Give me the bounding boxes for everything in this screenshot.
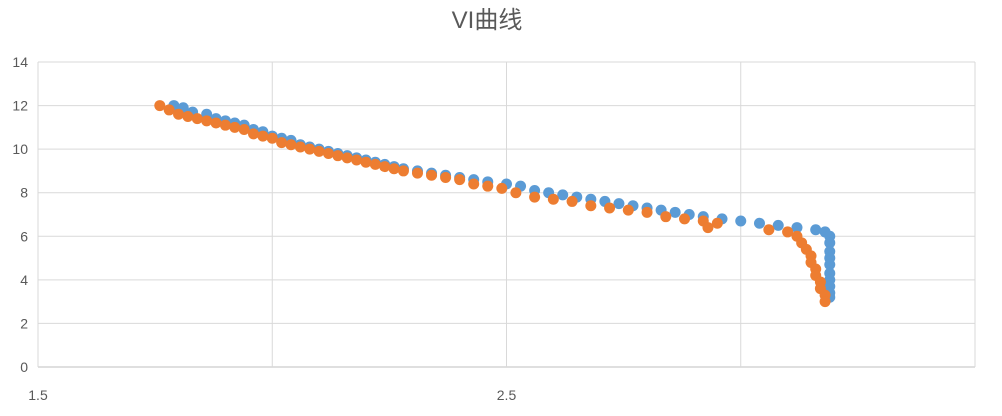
data-point (397, 165, 409, 177)
data-point (351, 154, 363, 166)
data-point (679, 213, 691, 225)
data-point (304, 143, 316, 155)
data-point (332, 150, 344, 162)
data-point (547, 193, 559, 205)
data-point (454, 174, 466, 186)
data-point (669, 206, 681, 218)
data-point (426, 169, 438, 181)
data-point (360, 156, 372, 168)
data-point (557, 189, 569, 201)
data-point (248, 128, 260, 140)
data-point (702, 222, 714, 234)
data-point (735, 215, 747, 227)
data-point (341, 152, 353, 164)
data-point (440, 171, 452, 183)
data-point (566, 195, 578, 207)
data-point (411, 167, 423, 179)
data-point (641, 206, 653, 218)
data-point (210, 117, 222, 129)
data-point (510, 187, 522, 199)
data-point (711, 217, 723, 229)
data-point (819, 296, 831, 308)
y-tick-label: 2 (20, 315, 28, 331)
data-point (257, 130, 269, 142)
grid-lines (37, 61, 976, 368)
data-point (529, 191, 541, 203)
data-point (294, 141, 306, 153)
data-series (154, 100, 836, 308)
data-point (182, 110, 194, 122)
data-point (660, 211, 672, 223)
data-point (285, 139, 297, 151)
data-point (622, 204, 634, 216)
data-point (163, 104, 175, 116)
series-1 (168, 100, 836, 303)
data-point (468, 178, 480, 190)
y-tick-label: 0 (20, 359, 28, 375)
data-point (191, 113, 203, 125)
data-point (173, 108, 185, 120)
data-point (322, 148, 334, 159)
y-tick-label: 6 (20, 228, 28, 244)
data-point (613, 198, 625, 210)
y-tick-label: 8 (20, 185, 28, 201)
data-point (154, 100, 166, 112)
chart-title: VI曲线 (452, 7, 523, 34)
data-point (824, 259, 836, 271)
data-point (266, 132, 278, 144)
x-tick-label: 2.5 (497, 387, 517, 403)
data-point (753, 217, 765, 229)
data-point (810, 224, 822, 236)
data-point (763, 224, 775, 236)
data-point (604, 202, 616, 214)
series-2 (154, 100, 831, 308)
data-point (369, 158, 381, 170)
data-point (482, 180, 494, 192)
y-tick-label: 12 (12, 98, 28, 114)
y-axis-ticks: 0 2 4 6 8 10 12 14 (12, 54, 28, 375)
data-point (276, 137, 288, 149)
y-tick-label: 10 (12, 141, 28, 157)
data-point (782, 226, 794, 238)
data-point (379, 161, 391, 173)
x-axis-ticks: 1.5 2.5 (28, 387, 516, 403)
data-point (585, 200, 597, 212)
data-point (824, 237, 836, 249)
data-point (238, 124, 250, 136)
data-point (201, 115, 213, 127)
y-tick-label: 14 (12, 54, 28, 70)
data-point (388, 163, 400, 175)
x-tick-label: 1.5 (28, 387, 48, 403)
data-point (219, 119, 231, 131)
data-point (496, 182, 508, 194)
y-tick-label: 4 (20, 272, 28, 288)
data-point (791, 222, 803, 234)
data-point (229, 121, 241, 133)
data-point (313, 145, 325, 157)
data-point (772, 219, 784, 231)
